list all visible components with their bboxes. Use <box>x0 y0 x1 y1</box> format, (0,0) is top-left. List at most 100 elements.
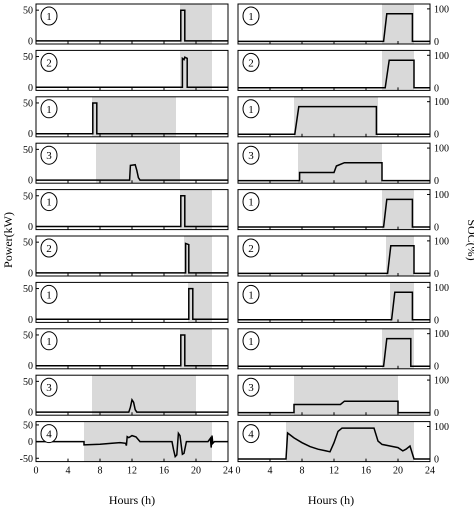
subplot-row: 0 50 0 100 1 1 <box>23 3 449 48</box>
right-ytick-label: 100 <box>434 51 449 62</box>
scenario-marker <box>40 284 58 304</box>
scenario-marker <box>242 424 260 444</box>
right-ytick-label: 0 <box>434 269 439 280</box>
scenario-label: 4 <box>248 429 254 441</box>
scenario-label: 1 <box>248 11 254 23</box>
soc-series <box>238 245 430 275</box>
scenario-label: 3 <box>46 150 52 162</box>
subplot-row: 0 50 0 100 1 1 <box>23 189 449 233</box>
scenario-label: 4 <box>46 429 52 441</box>
power-series <box>36 56 228 89</box>
scenario-label: 2 <box>248 57 254 69</box>
left-ytick-label: 50 <box>23 6 33 17</box>
shaded-window <box>382 50 414 91</box>
right-ytick-label: 0 <box>434 37 439 48</box>
subplot-row: 0 50 0 100 1 1 <box>23 328 449 373</box>
scenario-marker <box>40 238 58 258</box>
scenario-label: 1 <box>248 197 254 209</box>
scenario-label: 2 <box>248 243 254 255</box>
xtick-label: 12 <box>329 466 339 477</box>
right-ytick-label: 0 <box>434 83 439 94</box>
right-ytick-label: 100 <box>434 236 449 247</box>
scenario-label: 3 <box>248 382 254 394</box>
left-ytick-label: 50 <box>23 145 33 156</box>
right-ytick-label: 100 <box>434 376 449 387</box>
left-ytick-label: 0 <box>28 222 33 233</box>
power-series <box>36 431 228 459</box>
right-ytick-label: 100 <box>434 422 449 433</box>
scenario-label: 1 <box>248 336 254 348</box>
scenario-label: 1 <box>46 336 52 348</box>
left-ytick-label: 50 <box>23 284 33 295</box>
scenario-marker <box>242 145 260 165</box>
left-ytick-label: 50 <box>23 52 33 63</box>
scenario-marker <box>242 99 260 119</box>
xtick-label: 20 <box>393 466 403 477</box>
left-ytick-label: 50 <box>23 238 33 249</box>
soc-series <box>238 198 430 228</box>
shaded-window <box>382 4 414 44</box>
left-ytick-label: 0 <box>28 176 33 187</box>
scenario-marker <box>242 377 260 397</box>
xtick-label: 8 <box>98 466 103 477</box>
soc-series <box>238 105 430 135</box>
left-ytick-label: 50 <box>23 377 33 388</box>
scenario-marker <box>242 6 260 26</box>
scenario-marker <box>242 238 260 258</box>
left-ytick-label: 50 <box>23 330 33 341</box>
scenario-label: 3 <box>46 382 52 394</box>
scenario-marker <box>40 6 58 26</box>
right-ytick-label: 0 <box>434 176 439 187</box>
left-ytick-label: 0 <box>28 437 33 448</box>
power-series <box>36 163 228 181</box>
right-ytick-label: 100 <box>434 97 449 108</box>
power-series <box>36 287 228 321</box>
scenario-marker <box>242 284 260 304</box>
left-ytick-label: 50 <box>23 191 33 202</box>
scenario-label: 3 <box>248 150 254 162</box>
left-ytick-label: 0 <box>28 83 33 94</box>
subplot-row: 0 50 0 100 3 3 <box>23 374 449 419</box>
xtick-label: 8 <box>300 466 305 477</box>
right-xlabel: Hours (h) <box>308 493 354 507</box>
right-ytick-label: 100 <box>434 329 449 340</box>
power-series <box>36 397 228 413</box>
power-series <box>36 334 228 367</box>
right-ytick-label: 100 <box>434 283 449 294</box>
scenario-label: 2 <box>46 57 52 69</box>
shaded-window <box>382 189 414 230</box>
subplot-row: 0 50 0 100 1 1 <box>23 281 449 326</box>
right-ytick-label: 0 <box>434 315 439 326</box>
left-ytick-label: 50 <box>23 98 33 109</box>
right-ytick-label: 0 <box>434 130 439 141</box>
subplot-row: 0 50 0 100 2 2 <box>23 49 449 94</box>
left-xlabel: Hours (h) <box>109 493 155 507</box>
left-ytick-label: 50 <box>23 420 33 431</box>
soc-series <box>238 161 430 182</box>
scenario-marker <box>40 99 58 119</box>
right-ytick-label: 0 <box>434 362 439 373</box>
power-series <box>36 102 228 135</box>
scenario-marker <box>242 331 260 351</box>
xtick-label: 20 <box>191 466 201 477</box>
subplot-row: 0 50 0 100 3 3 <box>23 142 449 187</box>
left-ytick-label: 0 <box>28 361 33 372</box>
shaded-window <box>294 96 378 137</box>
right-ytick-label: 100 <box>434 4 449 15</box>
left-ytick-label: 0 <box>28 408 33 419</box>
scenario-label: 1 <box>46 11 52 23</box>
left-ytick-label: 0 <box>28 129 33 140</box>
xtick-label: 4 <box>268 466 273 477</box>
shaded-window <box>294 375 398 416</box>
scenario-label: 1 <box>46 104 52 116</box>
left-ylabel: Power(kW) <box>1 212 15 268</box>
xtick-label: 16 <box>159 466 169 477</box>
soc-series <box>238 400 430 414</box>
scenario-marker <box>40 52 58 72</box>
shaded-window <box>386 236 414 276</box>
scenario-marker <box>40 331 58 351</box>
xtick-label: 12 <box>127 466 137 477</box>
